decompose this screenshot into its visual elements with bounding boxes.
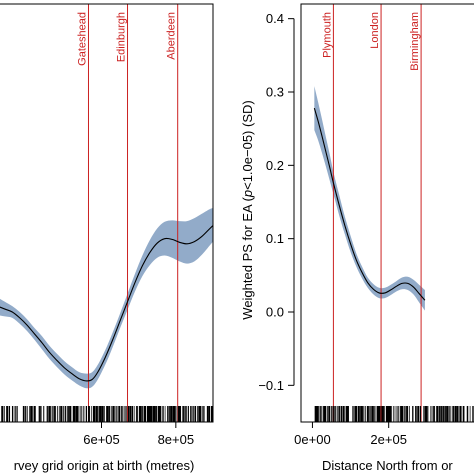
y-tick-label: 0.1 [266, 231, 284, 246]
confidence-band [0, 207, 213, 389]
right-panel: Plymouth London Birmingham 0e+00 2e+05 −0.1… [240, 3, 474, 473]
city-label: Aberdeen [166, 12, 178, 60]
y-tick-label: 0.4 [266, 11, 284, 26]
right-x-axis-title: Distance North from or [322, 458, 453, 473]
y-tick-label: −0.1 [258, 378, 284, 393]
city-label: Birmingham [409, 12, 421, 71]
y-tick-label: 0.3 [266, 85, 284, 100]
rug-ticks [314, 406, 474, 422]
x-tick-label: 8e+05 [158, 432, 195, 447]
city-label: London [369, 12, 381, 49]
x-tick-label: 6e+05 [83, 432, 120, 447]
x-tick-label: 0e+00 [294, 432, 331, 447]
y-tick-label: 0.0 [266, 305, 284, 320]
left-panel: Gateshead Edinburgh Aberdeen 6e+05 8e+05 rv… [0, 3, 214, 473]
confidence-band [314, 86, 425, 311]
y-tick-label: 0.2 [266, 158, 284, 173]
city-label: Edinburgh [116, 12, 128, 62]
y-axis-title-part-2: p [240, 190, 255, 198]
right-rug [314, 406, 474, 422]
left-x-axis-title: rvey grid origin at birth (metres) [14, 458, 195, 473]
fitted-line [0, 225, 214, 382]
x-tick-label: 2e+05 [370, 432, 407, 447]
city-label: Plymouth [321, 12, 333, 58]
right-y-axis-title: Weighted PS for EA (p<1.0e−05) (SD) [240, 100, 255, 319]
right-plot-frame [300, 3, 474, 423]
rug-ticks [1, 406, 213, 422]
y-axis-title-part-3: <1.0e−05) (SD) [240, 100, 255, 190]
fitted-line [313, 107, 426, 301]
y-axis-title-part-1: Weighted PS for EA ( [240, 196, 255, 319]
left-rug [1, 406, 213, 422]
city-label: Gateshead [77, 12, 89, 66]
